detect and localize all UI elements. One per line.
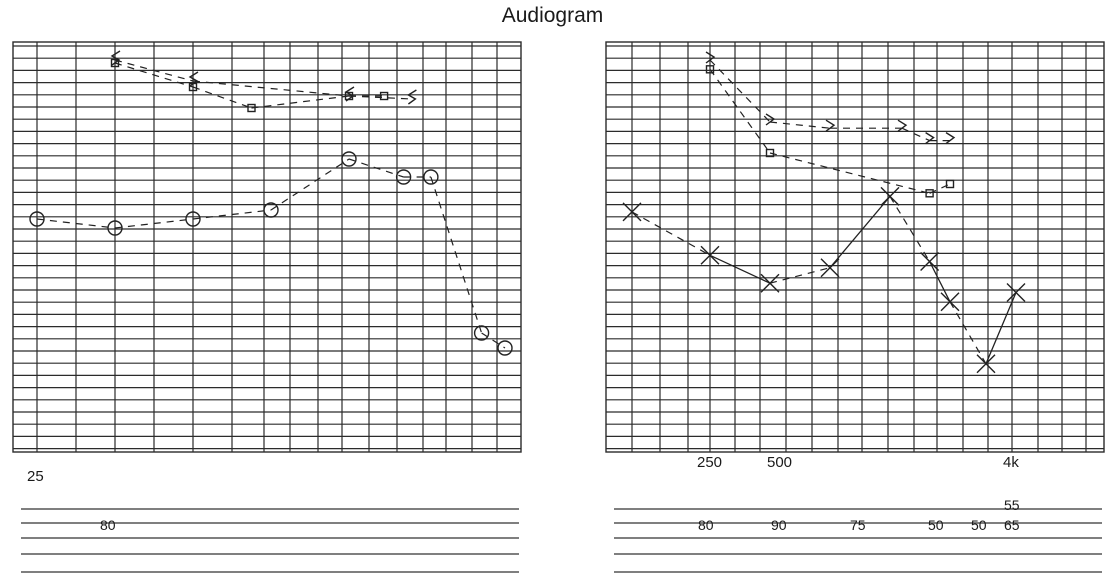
grid-frame	[12, 41, 522, 453]
data-point-bracket	[705, 51, 716, 64]
series-segment-x	[829, 195, 891, 269]
grid-frame	[605, 41, 1105, 453]
series-segment-square	[192, 86, 252, 109]
data-point-circle	[185, 211, 201, 227]
word-recognition-score: 50	[928, 517, 944, 533]
data-point-bracket	[110, 50, 121, 66]
data-point-square	[925, 189, 934, 198]
data-point-x	[820, 258, 840, 278]
data-point-circle	[341, 151, 357, 167]
series-segment-bracket	[769, 121, 831, 129]
x-tick-label: 4k	[1003, 454, 1019, 471]
data-point-square	[945, 179, 955, 189]
word-recognition-score: 50	[971, 517, 987, 533]
data-point-x	[976, 354, 996, 374]
data-point-circle	[395, 169, 412, 185]
word-recognition-score: 65	[1004, 517, 1020, 533]
data-point-circle	[497, 340, 513, 356]
data-point-circle	[473, 325, 490, 341]
series-segment-square	[709, 68, 771, 154]
series-segment-x	[709, 254, 771, 284]
series-segment-x	[949, 301, 987, 365]
series-segment-circle	[36, 218, 116, 229]
word-recognition-score: 90	[771, 517, 787, 533]
series-segment-bracket	[901, 127, 930, 142]
x-tick-label: 250	[697, 454, 722, 471]
data-point-circle	[29, 211, 45, 227]
data-point-bracket	[407, 89, 417, 105]
left-audiogram-panel: 25 80	[12, 41, 522, 573]
x-tick-label: 25	[27, 468, 44, 485]
data-point-square	[705, 65, 715, 74]
series-segment-circle	[481, 332, 506, 349]
data-point-bracket	[945, 132, 956, 145]
data-point-x	[920, 252, 940, 271]
data-point-x	[940, 292, 960, 312]
series-segment-bracket	[709, 59, 771, 123]
data-point-bracket	[765, 113, 776, 126]
x-tick-label: 500	[767, 454, 792, 471]
data-point-bracket	[825, 119, 836, 132]
data-point-bracket	[925, 132, 935, 145]
series-segment-bracket	[192, 80, 350, 97]
series-segment-x	[631, 211, 711, 256]
word-recognition-score: 80	[698, 517, 714, 533]
data-point-x	[700, 245, 720, 265]
series-segment-square	[769, 152, 930, 194]
data-point-square	[247, 103, 256, 113]
data-point-x	[1006, 283, 1026, 302]
word-recognition-score: 80	[100, 517, 116, 533]
series-segment-x	[769, 267, 831, 284]
data-point-square	[188, 82, 198, 92]
data-point-circle	[107, 220, 123, 236]
data-point-x	[760, 273, 780, 293]
series-segment-circle	[348, 158, 404, 178]
series-segment-bracket	[114, 59, 194, 82]
word-recognition-score: 75	[850, 517, 866, 533]
data-point-circle	[263, 202, 279, 218]
series-segment-circle	[430, 176, 483, 334]
data-point-circle	[423, 169, 439, 185]
data-point-x	[880, 186, 900, 206]
series-segment-square	[114, 62, 194, 88]
data-point-square	[379, 91, 389, 101]
data-point-square	[110, 58, 120, 68]
data-point-square	[344, 91, 354, 101]
series-segment-x	[985, 292, 1017, 365]
series-segment-x	[929, 261, 951, 303]
right-audiogram-panel: 250 500 4k 80 90 75 50 50 65 55	[605, 41, 1105, 573]
series-segment-circle	[270, 158, 350, 211]
series-segment-circle	[114, 218, 194, 229]
data-point-bracket	[897, 119, 908, 132]
data-point-x	[622, 202, 642, 222]
series-segment-circle	[192, 209, 272, 220]
data-point-square	[765, 148, 775, 158]
data-point-bracket	[344, 86, 355, 102]
word-recognition-score: 55	[1004, 497, 1020, 513]
chart-title: Audiogram	[501, 4, 604, 27]
series-segment-square	[251, 95, 350, 109]
